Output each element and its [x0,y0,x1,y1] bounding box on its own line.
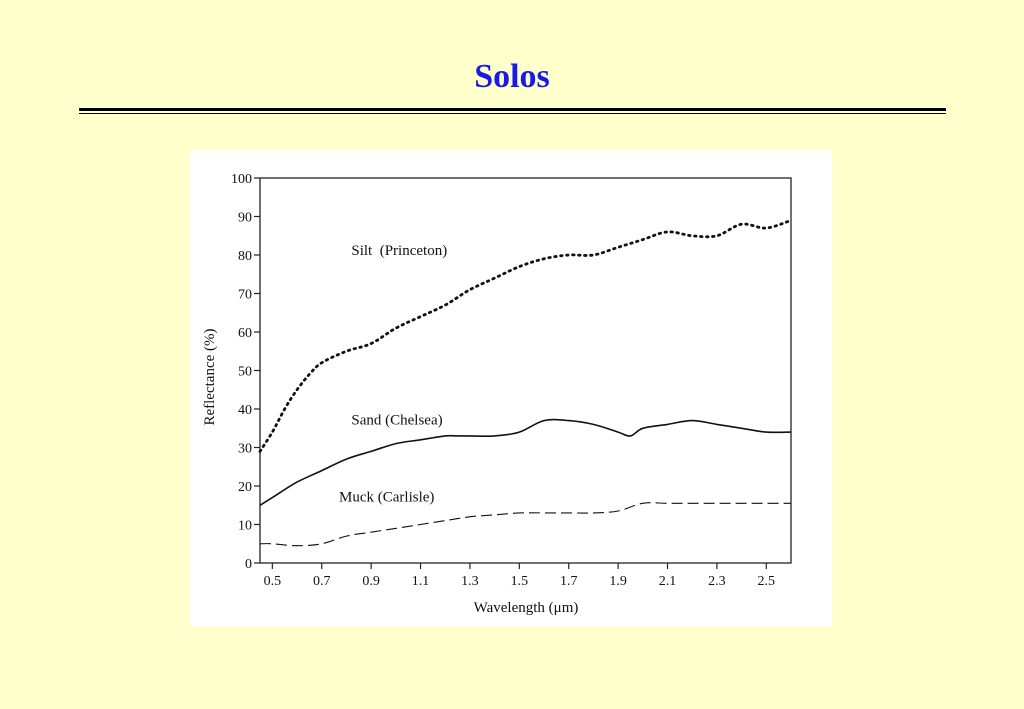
title-divider-thin [79,113,946,114]
reflectance-chart: 0 10 20 30 40 50 60 70 80 90 100 0.5 0.7 0.9 1.1 1.3 1.5… [202,172,793,616]
y-tick-label: 80 [238,249,252,264]
series-line-2 [259,418,792,506]
x-tick-label: 1.1 [412,574,430,589]
axes: 0 10 20 30 40 50 60 70 80 90 100 0.5 0.7 0.9 1.1 1.3 1.5… [231,172,792,589]
series-line-3 [259,502,791,547]
slide-title: Solos [474,58,550,95]
y-tick-label: 0 [245,557,252,572]
x-tick-label: 2.3 [708,574,726,589]
y-tick-label: 30 [238,442,252,457]
curve-label-3: Muck (Carlisle) [339,489,434,505]
y-tick-label: 100 [231,172,252,187]
x-tick-label: 0.7 [313,574,331,589]
y-axis-label: Reflectance (%) [202,328,218,425]
x-tick-label: 0.5 [264,574,282,589]
curve-label-1: Silt (Princeton) [351,243,447,259]
x-tick-label: 1.5 [511,574,528,589]
y-tick-label: 60 [238,326,252,341]
x-tick-label: 2.5 [758,574,776,589]
y-tick-label: 10 [238,519,252,534]
curve-label-2: Sand (Chelsea) [351,412,442,428]
y-tick-label: 40 [238,403,252,418]
y-tick-label: 20 [238,480,252,495]
x-tick-label: 1.7 [560,574,578,589]
x-tick-label: 0.9 [362,574,380,589]
x-tick-label: 1.3 [461,574,479,589]
x-tick-label: 2.1 [659,574,677,589]
curve-labels: Silt (Princeton) Sand (Chelsea) Muck (Carl… [339,243,447,505]
chart-figure: 0 10 20 30 40 50 60 70 80 90 100 0.5 0.7 0.9 1.1 1.3 1.5… [190,150,832,627]
y-tick-label: 50 [238,365,252,380]
y-tick-label: 90 [238,211,252,226]
series-line-1 [258,219,793,453]
y-tick-label: 70 [238,288,252,303]
title-divider [79,108,946,111]
x-tick-label: 1.9 [609,574,627,589]
x-axis-label: Wavelength (μm) [474,600,579,616]
series-lines [258,219,793,547]
